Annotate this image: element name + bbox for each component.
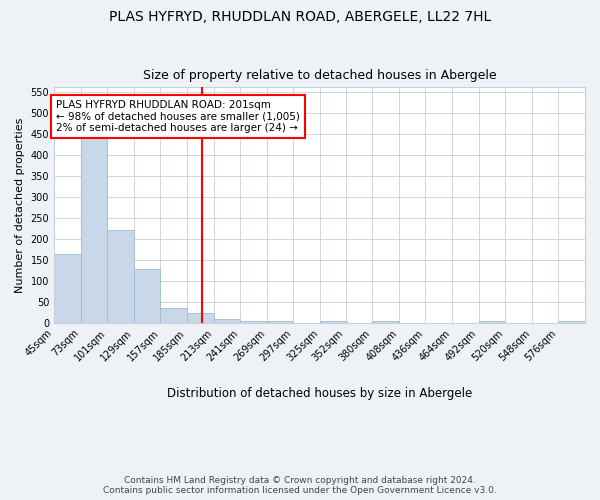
Bar [134, 268, 160, 323]
Bar [559, 322, 585, 323]
Bar [479, 322, 505, 323]
Text: Distribution of detached houses by size in Abergele: Distribution of detached houses by size … [167, 387, 472, 400]
Y-axis label: Number of detached properties: Number of detached properties [15, 118, 25, 293]
Bar [240, 321, 267, 323]
Bar [320, 322, 347, 323]
Bar [80, 136, 107, 323]
Title: Size of property relative to detached houses in Abergele: Size of property relative to detached ho… [143, 69, 496, 82]
Text: PLAS HYFRYD RHUDDLAN ROAD: 201sqm
← 98% of detached houses are smaller (1,005)
2: PLAS HYFRYD RHUDDLAN ROAD: 201sqm ← 98% … [56, 100, 300, 133]
Bar [54, 254, 80, 323]
Text: Contains HM Land Registry data © Crown copyright and database right 2024.
Contai: Contains HM Land Registry data © Crown c… [103, 476, 497, 495]
Bar [372, 322, 399, 323]
Bar [214, 319, 240, 323]
Bar [160, 308, 187, 323]
Text: PLAS HYFRYD, RHUDDLAN ROAD, ABERGELE, LL22 7HL: PLAS HYFRYD, RHUDDLAN ROAD, ABERGELE, LL… [109, 10, 491, 24]
Bar [187, 313, 214, 323]
Bar [107, 230, 134, 323]
Bar [267, 321, 293, 323]
